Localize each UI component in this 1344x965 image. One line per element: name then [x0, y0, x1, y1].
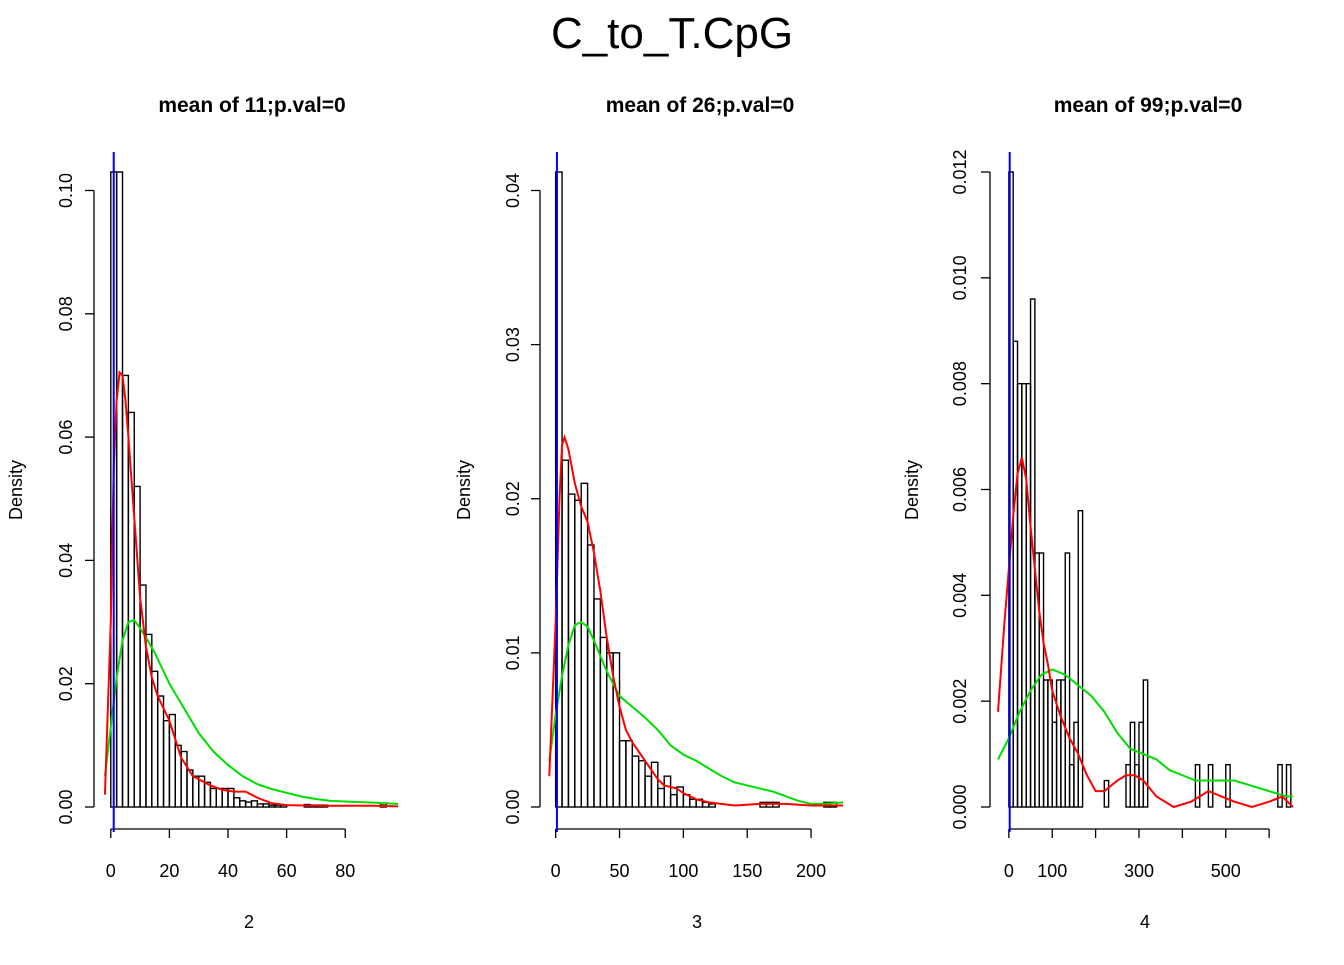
histogram-bar — [1285, 763, 1292, 808]
histogram-bar — [274, 804, 282, 808]
histogram-bar — [250, 800, 259, 808]
histogram-bar — [637, 760, 646, 808]
histogram-bar — [1142, 679, 1149, 808]
x-tick-label: 50 — [609, 861, 629, 881]
histogram-bar — [1064, 552, 1071, 808]
histogram-bar — [644, 775, 653, 808]
y-axis-label: Density — [902, 460, 922, 520]
y-tick-label: 0.002 — [950, 679, 970, 724]
y-tick-label: 0.006 — [950, 467, 970, 512]
y-tick-label: 0.06 — [56, 420, 76, 455]
red-density-curve — [548, 433, 843, 807]
histogram-bar — [209, 787, 218, 808]
panel-2: mean of 26;p.val=0 0.00 0.01 0.02 0.03 0.04 0 5… — [454, 94, 844, 932]
x-tick-label: 60 — [277, 861, 297, 881]
histogram-bar — [262, 803, 270, 808]
y-tick-label: 0.01 — [503, 635, 523, 670]
main-title: C_to_T.CpG — [551, 9, 793, 58]
histogram-bar — [244, 801, 253, 808]
x-axis-label: 3 — [692, 912, 702, 932]
y-axis-label: Density — [454, 460, 474, 520]
histogram-bar — [233, 797, 241, 808]
green-density-curve — [997, 668, 1293, 798]
histogram-bar — [612, 652, 621, 808]
histogram-bar — [268, 804, 276, 808]
y-tick-label: 0.004 — [950, 573, 970, 618]
histogram-bar — [618, 740, 627, 808]
histogram-bar — [215, 787, 223, 808]
panel-title: mean of 26;p.val=0 — [606, 94, 795, 117]
x-tick-label: 80 — [335, 861, 355, 881]
y-tick-label: 0.00 — [503, 789, 523, 824]
y-tick-label: 0.02 — [56, 666, 76, 701]
y-tick-label: 0.10 — [56, 173, 76, 208]
histogram-bar — [650, 761, 659, 808]
histogram-bar — [239, 800, 247, 808]
histogram-bar — [1103, 779, 1110, 808]
histogram-bar — [561, 459, 570, 808]
histogram-bar — [689, 798, 697, 808]
x-tick-label: 150 — [732, 861, 762, 881]
histogram-bar — [580, 482, 589, 808]
histogram-bar — [625, 740, 633, 808]
y-tick-label: 0.00 — [56, 789, 76, 824]
histogram-bar — [121, 374, 130, 808]
y-tick-label: 0.08 — [56, 296, 76, 331]
x-tick-label: 0 — [106, 861, 116, 881]
panel-title: mean of 99;p.val=0 — [1054, 94, 1243, 117]
y-tick-label: 0.03 — [503, 327, 523, 362]
x-tick-label: 500 — [1211, 861, 1241, 881]
red-density-curve — [997, 457, 1294, 809]
histogram-bar — [574, 499, 582, 808]
y-tick-label: 0.012 — [950, 149, 970, 194]
histogram-bar — [567, 493, 576, 808]
x-tick-label: 100 — [1037, 861, 1067, 881]
y-tick-label: 0.000 — [950, 784, 970, 829]
histogram-bar — [593, 598, 602, 808]
x-tick-label: 100 — [668, 861, 698, 881]
histogram-bar — [192, 775, 200, 808]
panel-3: mean of 99;p.val=0 0.000 0.002 0.004 0.006 0.… — [902, 94, 1294, 932]
histogram-bar — [657, 787, 665, 808]
histogram-bar — [1225, 763, 1231, 808]
histogram-bar — [669, 793, 678, 808]
x-tick-label: 300 — [1124, 861, 1154, 881]
y-tick-label: 0.02 — [503, 481, 523, 516]
x-tick-label: 20 — [159, 861, 179, 881]
histogram-bar — [663, 775, 672, 808]
histogram-bar — [1077, 509, 1084, 808]
x-tick-label: 0 — [551, 861, 561, 881]
x-axis-label: 4 — [1140, 912, 1150, 932]
green-density-curve — [103, 619, 399, 805]
histogram-bar — [631, 755, 640, 808]
red-density-curve — [103, 370, 399, 808]
histogram-bar — [156, 695, 165, 808]
x-tick-label: 40 — [218, 861, 238, 881]
panel-title: mean of 11;p.val=0 — [158, 94, 345, 117]
x-tick-label: 0 — [1004, 861, 1014, 881]
histogram-bar — [586, 544, 595, 808]
histogram-bar — [1277, 763, 1283, 808]
green-density-curve — [548, 620, 844, 805]
y-tick-label: 0.04 — [56, 543, 76, 578]
y-tick-label: 0.010 — [950, 255, 970, 300]
y-tick-label: 0.04 — [503, 173, 523, 208]
x-tick-label: 200 — [796, 861, 826, 881]
histogram-bar — [115, 171, 124, 808]
y-tick-label: 0.008 — [950, 361, 970, 406]
histogram-bar — [256, 803, 264, 808]
histogram-bar — [1194, 763, 1201, 808]
panel-1: mean of 11;p.val=0 0.00 0.02 0.04 0.06 0.08 0.… — [6, 94, 399, 932]
x-axis-label: 2 — [244, 912, 254, 932]
histogram-bar — [162, 719, 171, 808]
histogram-bar — [708, 803, 716, 808]
histogram-bar — [1207, 763, 1214, 808]
y-axis-label: Density — [6, 460, 26, 520]
